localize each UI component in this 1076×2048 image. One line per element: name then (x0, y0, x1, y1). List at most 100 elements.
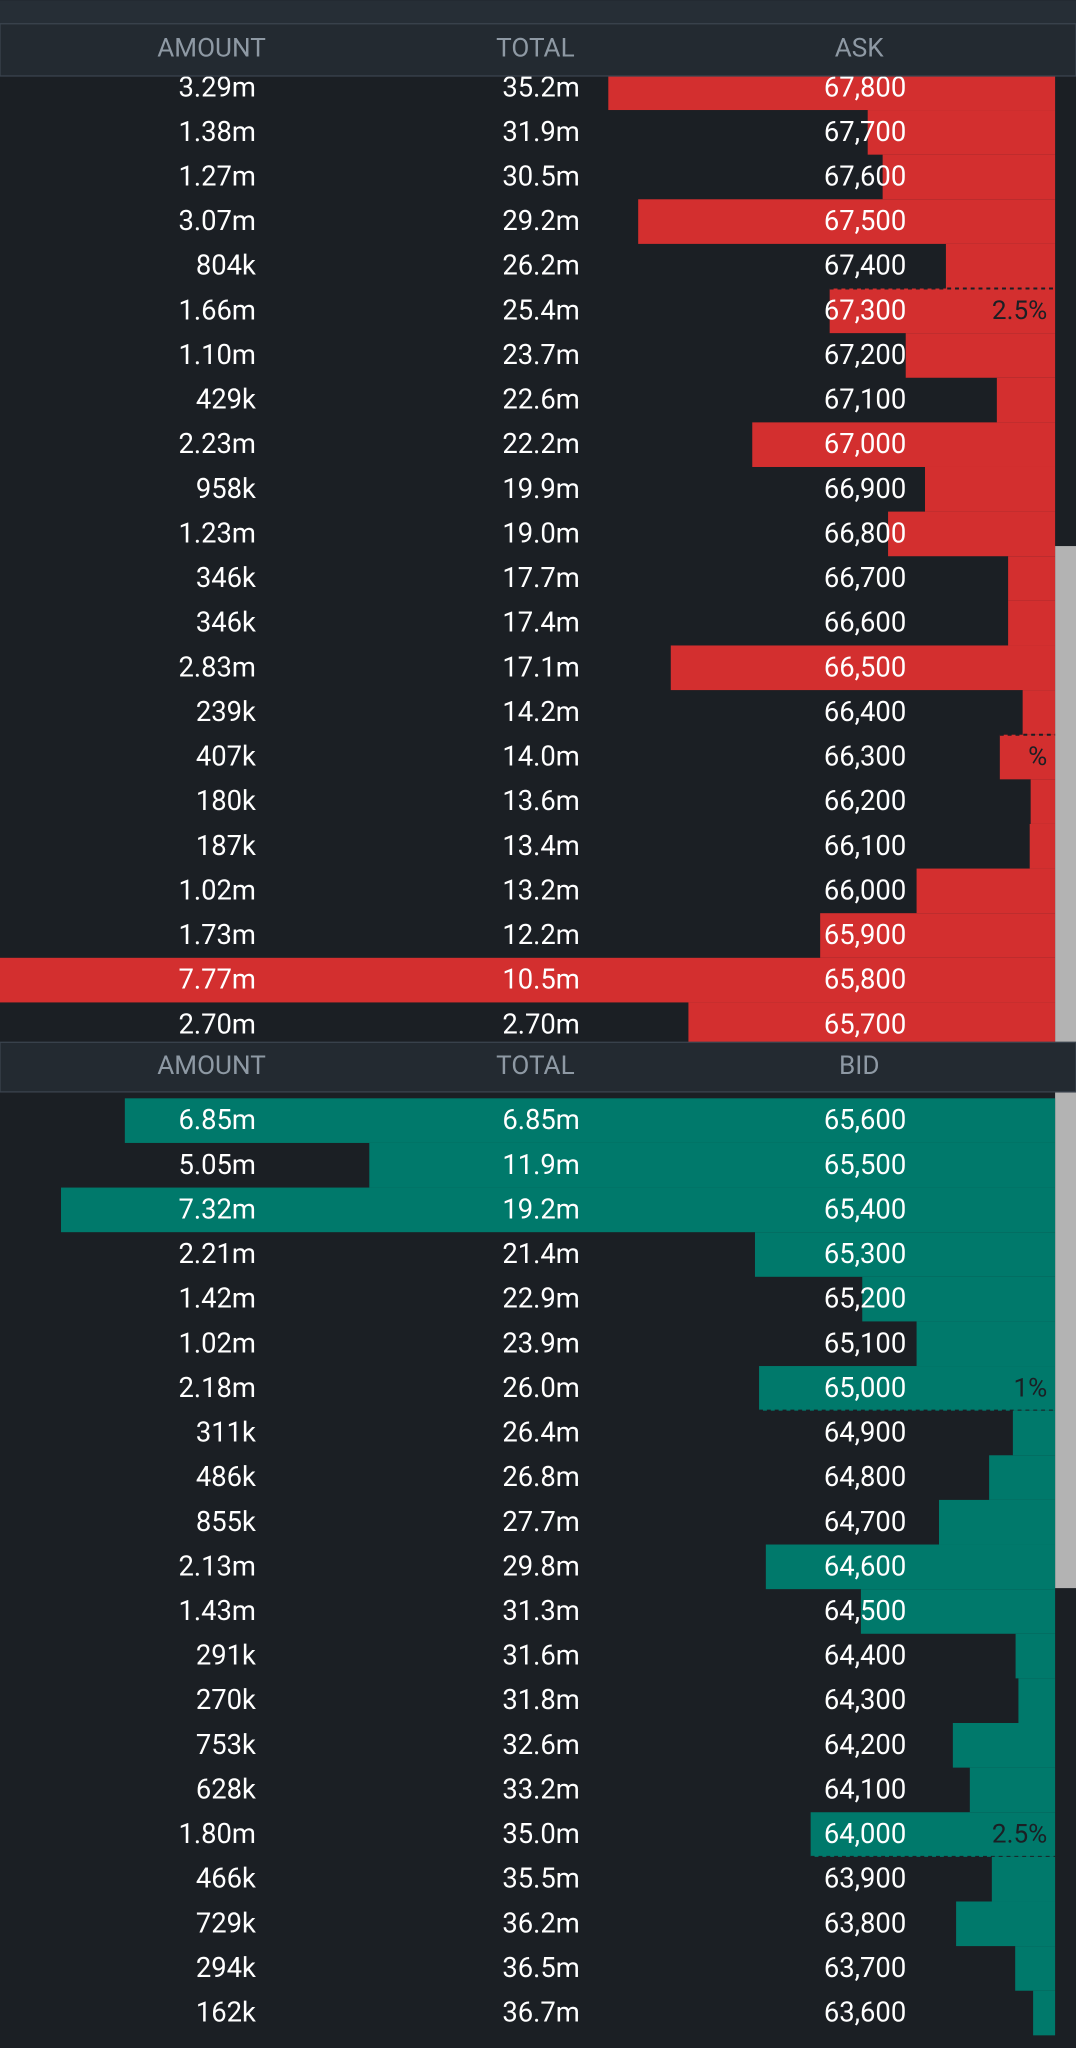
depth-bar (925, 466, 1056, 512)
depth-bar (1012, 1410, 1056, 1456)
price: 64,000 (824, 1818, 906, 1850)
amount: 2.18m (178, 1372, 255, 1404)
price: 65,900 (824, 919, 906, 951)
price: 64,100 (824, 1773, 906, 1805)
price: 63,700 (824, 1952, 906, 1984)
depth-bar (670, 645, 1056, 691)
total: 19.0m (502, 517, 579, 549)
bid-header (0, 1041, 1076, 1093)
total: 35.5m (502, 1863, 579, 1895)
price: 64,300 (824, 1684, 906, 1716)
amount: 7.32m (178, 1193, 255, 1225)
price: 64,400 (824, 1640, 906, 1672)
depth-bar (1030, 779, 1056, 824)
price: 66,500 (824, 651, 906, 683)
price: 67,000 (824, 428, 906, 460)
total: 17.4m (502, 607, 579, 639)
price: 65,200 (824, 1283, 906, 1315)
depth-bar (945, 243, 1056, 289)
depth-bar (1029, 823, 1056, 869)
depth-label: 1% (1013, 1374, 1047, 1404)
price: 63,800 (824, 1907, 906, 1939)
amount: 162k (196, 1997, 256, 2029)
total: 23.7m (502, 339, 579, 371)
amount: 628k (196, 1773, 256, 1805)
amount: 187k (196, 830, 256, 862)
depth-bar (916, 1321, 1056, 1367)
total: 35.0m (502, 1818, 579, 1850)
depth-bar (810, 1812, 1056, 1857)
amount: 407k (196, 741, 256, 773)
amount: 466k (196, 1863, 256, 1895)
price: 66,600 (824, 607, 906, 639)
total: 26.2m (502, 250, 579, 282)
depth-label: % (1028, 742, 1047, 772)
depth-bar (1015, 1633, 1056, 1679)
depth-bar (996, 377, 1056, 423)
total: 26.0m (502, 1372, 579, 1404)
price: 64,900 (824, 1417, 906, 1449)
depth-bar (916, 868, 1056, 914)
total: 13.4m (502, 830, 579, 862)
depth-bar (752, 422, 1056, 467)
depth-bar (1033, 1990, 1056, 2036)
total: 17.1m (502, 651, 579, 683)
depth-bar (754, 1232, 1056, 1277)
price: 67,700 (824, 116, 906, 148)
price: 65,800 (824, 964, 906, 996)
depth-bar (969, 1767, 1056, 1813)
depth-bar (688, 1002, 1056, 1048)
ask-header (0, 23, 1076, 77)
depth-bar (989, 1455, 1056, 1500)
price: 66,400 (824, 696, 906, 728)
amount: 1.02m (178, 874, 255, 906)
amount: 1.23m (178, 517, 255, 549)
depth-bar (952, 1723, 1056, 1768)
total: 14.0m (502, 741, 579, 773)
amount: 729k (196, 1907, 256, 1939)
price: 65,700 (824, 1008, 906, 1040)
total: 23.9m (502, 1327, 579, 1359)
amount: 2.21m (178, 1238, 255, 1270)
total: 26.4m (502, 1417, 579, 1449)
total: 36.5m (502, 1952, 579, 1984)
price: 66,800 (824, 517, 906, 549)
depth-bar (938, 1499, 1056, 1545)
depth-bar (999, 734, 1056, 780)
amount: 270k (196, 1684, 256, 1716)
total: 19.2m (502, 1193, 579, 1225)
price: 63,600 (824, 1997, 906, 2029)
amount: 1.43m (178, 1595, 255, 1627)
amount: 1.38m (178, 116, 255, 148)
price: 64,800 (824, 1461, 906, 1493)
depth-bar (61, 1187, 1056, 1233)
total: 21.4m (502, 1238, 579, 1270)
depth-bar (867, 110, 1056, 155)
total: 6.85m (502, 1104, 579, 1136)
amount: 1.10m (178, 339, 255, 371)
amount: 6.85m (178, 1104, 255, 1136)
price: 67,400 (824, 250, 906, 282)
total: 36.2m (502, 1907, 579, 1939)
total: 10.5m (502, 964, 579, 996)
top-band (0, 0, 1076, 24)
price: 65,300 (824, 1238, 906, 1270)
header-ask: ASK (835, 34, 885, 64)
amount: 1.42m (178, 1283, 255, 1315)
header-bid: BID (839, 1051, 880, 1081)
total: 31.6m (502, 1640, 579, 1672)
depth-bar (820, 913, 1056, 958)
price: 66,200 (824, 785, 906, 817)
depth-bar (862, 1276, 1056, 1322)
total: 33.2m (502, 1773, 579, 1805)
amount: 2.13m (178, 1550, 255, 1582)
depth-label: 2.5% (992, 1820, 1047, 1850)
depth-bar (1022, 690, 1056, 735)
price: 66,000 (824, 874, 906, 906)
total: 25.4m (502, 294, 579, 326)
amount: 429k (196, 384, 256, 416)
depth-bar (0, 957, 1056, 1003)
